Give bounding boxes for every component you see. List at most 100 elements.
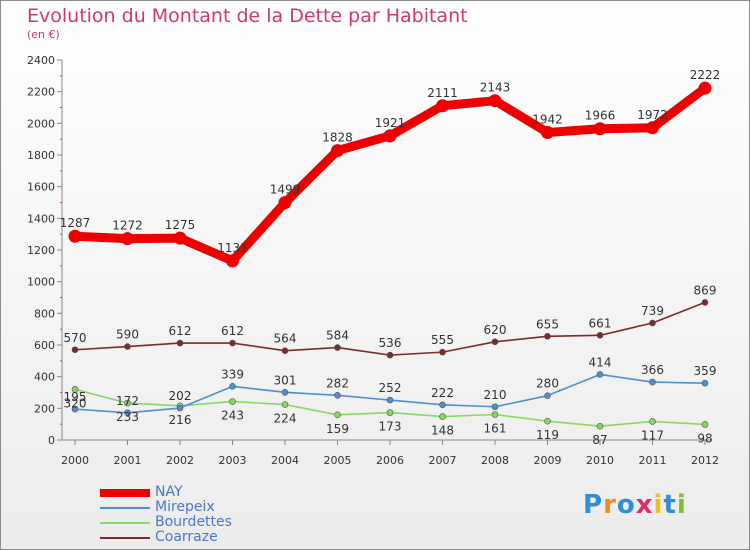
legend-label: Bourdettes — [155, 514, 232, 530]
data-point — [334, 344, 341, 351]
data-label: 359 — [694, 364, 717, 378]
x-tick-label: 2007 — [429, 454, 457, 467]
data-label: 2111 — [427, 86, 458, 100]
data-label: 1275 — [165, 218, 196, 232]
data-label: 280 — [536, 377, 559, 391]
data-label: 612 — [169, 324, 192, 338]
x-tick-label: 2006 — [376, 454, 404, 467]
x-tick-label: 2000 — [61, 454, 89, 467]
y-tick-label: 1800 — [27, 149, 55, 162]
logo-letter: t — [663, 490, 677, 520]
data-label: 564 — [274, 332, 297, 346]
data-label: 98 — [697, 431, 712, 445]
data-point — [491, 338, 499, 346]
data-label: 570 — [64, 331, 87, 345]
data-point — [71, 346, 79, 354]
logo-letter: r — [603, 490, 617, 520]
y-tick-label: 0 — [48, 434, 55, 447]
data-point — [649, 319, 656, 327]
y-tick-label: 1200 — [27, 244, 55, 257]
data-label: 87 — [592, 433, 607, 447]
data-label: 655 — [536, 317, 559, 331]
legend-swatch — [100, 507, 150, 509]
data-label: 414 — [589, 355, 612, 369]
data-point — [281, 389, 289, 396]
x-tick-label: 2012 — [691, 454, 719, 467]
data-label: 584 — [326, 329, 349, 343]
data-point — [68, 229, 82, 243]
data-label: 1499 — [270, 183, 301, 197]
data-label: 301 — [274, 373, 297, 387]
data-point — [488, 94, 502, 108]
data-point — [71, 386, 79, 393]
data-label: 366 — [641, 363, 664, 377]
data-label: 590 — [116, 328, 139, 342]
series-nay — [68, 81, 712, 268]
chart-subtitle: (en €) — [27, 28, 60, 41]
proxiti-logo: Proxiti — [583, 490, 687, 520]
data-label: 216 — [169, 413, 192, 427]
data-label: 119 — [536, 428, 559, 442]
data-point — [544, 332, 551, 340]
y-tick-label: 2200 — [27, 86, 55, 99]
data-point — [544, 417, 551, 425]
data-label: 739 — [641, 304, 664, 318]
y-tick-label: 200 — [34, 402, 55, 415]
data-point — [596, 371, 604, 378]
data-point — [439, 413, 446, 420]
y-tick-label: 400 — [34, 371, 55, 384]
legend-swatch — [100, 522, 150, 524]
data-label: 1131 — [217, 241, 248, 255]
x-tick-label: 2002 — [166, 454, 194, 467]
data-point — [701, 379, 709, 387]
data-point — [331, 144, 344, 158]
y-tick-label: 800 — [34, 307, 55, 320]
chart-title: Evolution du Montant de la Dette par Hab… — [27, 5, 468, 27]
data-point — [281, 347, 289, 355]
data-point — [646, 121, 659, 135]
y-tick-label: 600 — [34, 339, 55, 352]
data-point — [226, 254, 239, 268]
data-point — [439, 401, 446, 409]
logo-letter: o — [616, 490, 636, 520]
data-label: 339 — [221, 367, 244, 381]
y-tick-label: 1400 — [27, 212, 55, 225]
data-point — [386, 409, 394, 416]
data-label: 159 — [326, 422, 349, 436]
logo-letter: i — [676, 490, 687, 520]
data-label: 1921 — [375, 116, 406, 130]
data-point — [386, 351, 394, 359]
data-label: 210 — [484, 388, 507, 402]
x-tick-label: 2004 — [271, 454, 299, 467]
data-label: 661 — [589, 316, 612, 330]
x-tick-label: 2001 — [114, 454, 142, 467]
data-label: 195 — [64, 390, 87, 404]
data-label: 148 — [431, 424, 454, 438]
data-point — [124, 399, 131, 407]
data-point — [701, 299, 709, 306]
x-tick-label: 2011 — [639, 454, 667, 467]
data-label: 282 — [326, 376, 349, 390]
data-label: 620 — [484, 323, 507, 337]
data-label: 1828 — [322, 131, 353, 145]
data-point — [71, 405, 79, 413]
data-point — [383, 129, 397, 143]
data-point — [229, 339, 236, 347]
x-tick-label: 2005 — [324, 454, 352, 467]
x-tick-label: 2009 — [534, 454, 562, 467]
data-label: 555 — [431, 333, 454, 347]
data-label: 2143 — [480, 81, 511, 95]
y-tick-label: 1000 — [27, 276, 55, 289]
data-point — [173, 231, 187, 245]
x-tick-label: 2010 — [586, 454, 614, 467]
x-tick-label: 2008 — [481, 454, 509, 467]
y-tick-label: 2400 — [27, 54, 55, 67]
data-point — [334, 411, 341, 419]
legend-label: Mirepeix — [155, 499, 215, 515]
data-point — [698, 81, 712, 95]
data-label: 117 — [641, 428, 664, 442]
data-label: 252 — [379, 381, 402, 395]
data-point — [124, 409, 131, 417]
data-label: 173 — [379, 420, 402, 434]
legend-label: Coarraze — [155, 529, 218, 545]
